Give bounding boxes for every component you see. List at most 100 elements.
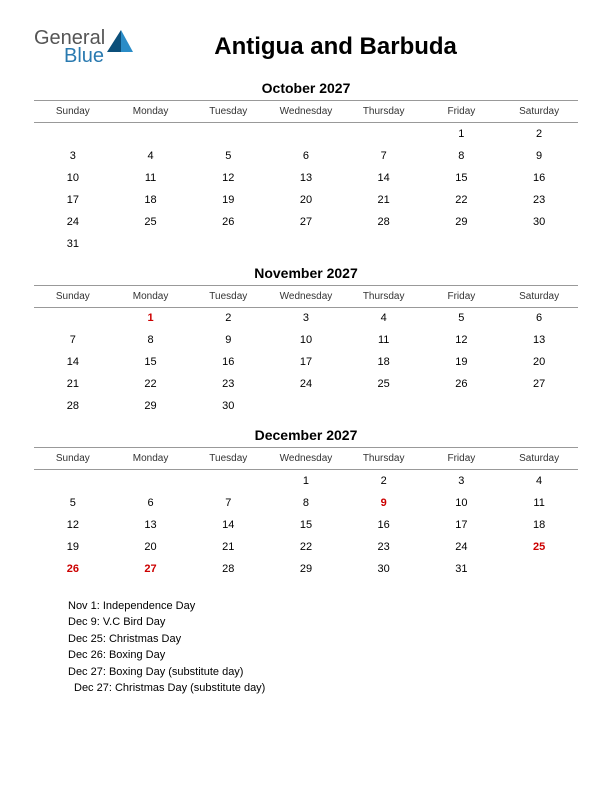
calendar-cell (267, 395, 345, 417)
calendar-cell: 18 (112, 189, 190, 211)
weekday-header: Sunday (34, 448, 112, 470)
calendar-cell: 13 (267, 167, 345, 189)
calendar-cell: 15 (267, 514, 345, 536)
calendar-cell: 23 (345, 536, 423, 558)
calendar-cell: 28 (189, 558, 267, 580)
month-block: November 2027SundayMondayTuesdayWednesda… (34, 265, 578, 418)
calendar-cell: 10 (34, 167, 112, 189)
holiday-entry: Nov 1: Independence Day (68, 598, 578, 615)
calendar-cell: 14 (345, 167, 423, 189)
calendar-row: 1234 (34, 470, 578, 492)
calendar-cell: 21 (345, 189, 423, 211)
header: General Blue Antigua and Barbuda (34, 28, 578, 66)
calendar-cell: 31 (423, 558, 501, 580)
weekday-header: Monday (112, 285, 190, 307)
calendar-cell (34, 123, 112, 145)
calendar-cell: 14 (34, 351, 112, 373)
calendar-cell: 1 (423, 123, 501, 145)
calendar-cell: 29 (267, 558, 345, 580)
weekday-header: Friday (423, 101, 501, 123)
calendar-cell: 9 (500, 145, 578, 167)
calendar-cell: 6 (500, 307, 578, 329)
calendar-cell: 1 (267, 470, 345, 492)
calendar-cell: 26 (34, 558, 112, 580)
calendar-cell: 30 (500, 211, 578, 233)
calendar-cell: 18 (500, 514, 578, 536)
calendar-cell: 30 (345, 558, 423, 580)
month-title: October 2027 (34, 80, 578, 96)
calendar-cell: 16 (345, 514, 423, 536)
calendar-cell: 24 (34, 211, 112, 233)
calendar-cell: 15 (423, 167, 501, 189)
calendar-cell: 4 (112, 145, 190, 167)
calendar-cell (189, 470, 267, 492)
weekday-header: Tuesday (189, 285, 267, 307)
calendar-cell: 11 (112, 167, 190, 189)
weekday-header: Saturday (500, 285, 578, 307)
calendar-cell (345, 233, 423, 255)
calendar-cell: 2 (189, 307, 267, 329)
calendar-cell: 7 (345, 145, 423, 167)
calendar-row: 12131415161718 (34, 514, 578, 536)
calendar-table: SundayMondayTuesdayWednesdayThursdayFrid… (34, 447, 578, 580)
calendar-cell (34, 307, 112, 329)
holiday-entry: Dec 27: Christmas Day (substitute day) (74, 680, 578, 697)
calendar-row: 262728293031 (34, 558, 578, 580)
calendar-cell: 13 (500, 329, 578, 351)
weekday-header: Friday (423, 448, 501, 470)
calendar-cell: 9 (345, 492, 423, 514)
calendar-cell: 17 (423, 514, 501, 536)
calendar-cell (267, 123, 345, 145)
calendar-cell: 16 (189, 351, 267, 373)
weekday-header: Wednesday (267, 101, 345, 123)
holidays-list: Nov 1: Independence DayDec 9: V.C Bird D… (68, 598, 578, 697)
calendar-cell: 29 (423, 211, 501, 233)
calendar-row: 78910111213 (34, 329, 578, 351)
holiday-entry: Dec 27: Boxing Day (substitute day) (68, 664, 578, 681)
calendar-cell (34, 470, 112, 492)
month-title: December 2027 (34, 427, 578, 443)
weekday-header: Tuesday (189, 101, 267, 123)
holiday-entry: Dec 25: Christmas Day (68, 631, 578, 648)
weekday-header: Sunday (34, 285, 112, 307)
calendar-cell: 26 (423, 373, 501, 395)
calendar-cell: 20 (267, 189, 345, 211)
calendar-cell: 17 (34, 189, 112, 211)
calendar-row: 24252627282930 (34, 211, 578, 233)
calendar-cell: 23 (500, 189, 578, 211)
calendar-cell: 19 (189, 189, 267, 211)
calendars-container: October 2027SundayMondayTuesdayWednesday… (34, 80, 578, 580)
calendar-cell (345, 395, 423, 417)
calendar-cell: 25 (500, 536, 578, 558)
weekday-header: Thursday (345, 285, 423, 307)
page-title: Antigua and Barbuda (93, 33, 578, 61)
calendar-cell: 11 (500, 492, 578, 514)
calendar-cell: 7 (34, 329, 112, 351)
calendar-cell: 23 (189, 373, 267, 395)
calendar-cell: 8 (112, 329, 190, 351)
calendar-row: 12 (34, 123, 578, 145)
calendar-cell: 25 (345, 373, 423, 395)
calendar-row: 31 (34, 233, 578, 255)
calendar-cell: 27 (267, 211, 345, 233)
calendar-cell (345, 123, 423, 145)
calendar-cell (189, 233, 267, 255)
weekday-header: Thursday (345, 101, 423, 123)
month-title: November 2027 (34, 265, 578, 281)
calendar-cell: 28 (345, 211, 423, 233)
holiday-entry: Dec 9: V.C Bird Day (68, 614, 578, 631)
calendar-cell: 27 (112, 558, 190, 580)
calendar-cell: 20 (500, 351, 578, 373)
calendar-cell: 28 (34, 395, 112, 417)
calendar-cell: 22 (267, 536, 345, 558)
calendar-cell: 12 (189, 167, 267, 189)
calendar-row: 14151617181920 (34, 351, 578, 373)
calendar-cell: 14 (189, 514, 267, 536)
calendar-cell: 21 (189, 536, 267, 558)
calendar-cell: 12 (423, 329, 501, 351)
calendar-cell: 12 (34, 514, 112, 536)
calendar-cell (500, 233, 578, 255)
calendar-cell: 1 (112, 307, 190, 329)
weekday-header: Sunday (34, 101, 112, 123)
calendar-cell: 19 (34, 536, 112, 558)
